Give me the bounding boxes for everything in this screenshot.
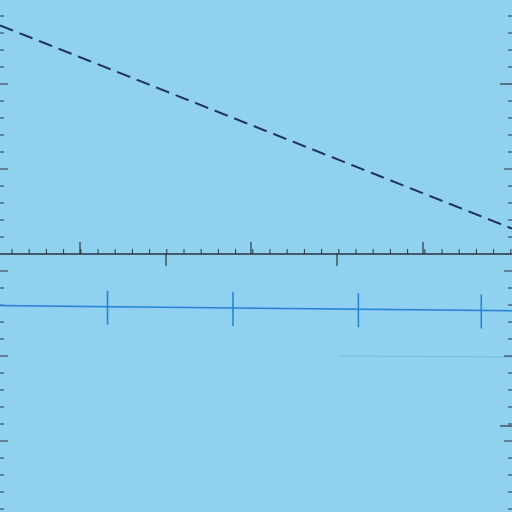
faint-line — [339, 355, 512, 358]
dashed-series-line — [0, 24, 512, 230]
solid-series-line — [0, 304, 512, 312]
